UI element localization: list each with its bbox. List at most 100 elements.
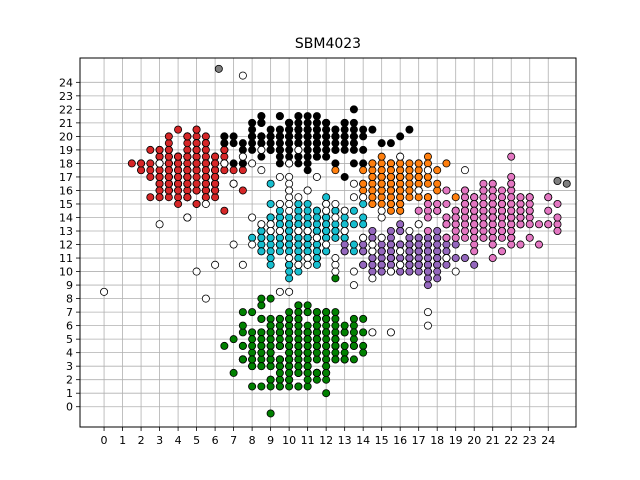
data-point xyxy=(340,206,349,215)
data-point xyxy=(349,321,358,330)
data-point xyxy=(507,193,516,202)
data-point xyxy=(525,220,534,229)
data-point xyxy=(405,233,414,242)
data-point xyxy=(433,227,442,236)
data-point xyxy=(266,321,275,330)
data-point xyxy=(368,199,377,208)
data-point xyxy=(312,240,321,249)
data-point xyxy=(349,139,358,148)
data-point xyxy=(183,139,192,148)
data-point xyxy=(285,254,294,263)
x-tick-label: 11 xyxy=(301,434,315,447)
data-point xyxy=(266,227,275,236)
data-point xyxy=(285,233,294,242)
data-point xyxy=(312,152,321,161)
data-point xyxy=(312,227,321,236)
data-point xyxy=(192,166,201,175)
data-point xyxy=(322,206,331,215)
data-point xyxy=(201,132,210,141)
data-point xyxy=(386,166,395,175)
data-point xyxy=(220,341,229,350)
data-point xyxy=(331,335,340,344)
data-point xyxy=(266,179,275,188)
data-point xyxy=(266,314,275,323)
data-point xyxy=(460,213,469,222)
data-point xyxy=(155,159,164,168)
data-point xyxy=(349,179,358,188)
data-point xyxy=(285,199,294,208)
data-point xyxy=(460,166,469,175)
data-point xyxy=(322,199,331,208)
y-tick-label: 8 xyxy=(66,293,73,306)
data-point xyxy=(479,179,488,188)
data-point xyxy=(340,341,349,350)
data-point xyxy=(368,274,377,283)
data-point xyxy=(285,213,294,222)
data-point xyxy=(377,260,386,269)
data-point xyxy=(257,362,266,371)
data-point xyxy=(192,159,201,168)
data-point xyxy=(275,335,284,344)
data-point xyxy=(303,321,312,330)
data-point xyxy=(349,193,358,202)
data-point xyxy=(386,227,395,236)
data-point xyxy=(294,193,303,202)
data-point xyxy=(257,341,266,350)
data-point xyxy=(405,254,414,263)
data-point xyxy=(146,159,155,168)
data-point xyxy=(275,233,284,242)
data-point xyxy=(488,233,497,242)
data-point xyxy=(303,301,312,310)
data-point xyxy=(479,186,488,195)
data-point xyxy=(248,233,257,242)
x-tick-label: 12 xyxy=(319,434,333,447)
data-point xyxy=(275,375,284,384)
data-point xyxy=(257,227,266,236)
data-point xyxy=(257,301,266,310)
data-point xyxy=(414,233,423,242)
data-point xyxy=(423,152,432,161)
data-point xyxy=(359,348,368,357)
data-point xyxy=(183,213,192,222)
data-point xyxy=(331,260,340,269)
data-point xyxy=(257,132,266,141)
data-point xyxy=(294,328,303,337)
data-point xyxy=(266,409,275,418)
data-point xyxy=(322,227,331,236)
data-point xyxy=(275,287,284,296)
data-point xyxy=(183,159,192,168)
data-point xyxy=(396,227,405,236)
x-tick-label: 10 xyxy=(282,434,296,447)
data-point xyxy=(359,240,368,249)
data-point xyxy=(192,145,201,154)
data-point xyxy=(359,179,368,188)
data-point xyxy=(359,193,368,202)
data-point xyxy=(488,240,497,249)
data-point xyxy=(201,294,210,303)
data-point xyxy=(266,254,275,263)
data-point xyxy=(507,179,516,188)
data-point xyxy=(294,112,303,121)
data-point xyxy=(405,227,414,236)
data-point xyxy=(303,152,312,161)
data-point xyxy=(497,199,506,208)
data-point xyxy=(303,308,312,317)
data-point xyxy=(405,179,414,188)
data-point xyxy=(303,355,312,364)
data-point xyxy=(257,166,266,175)
data-point xyxy=(155,186,164,195)
data-point xyxy=(460,233,469,242)
data-point xyxy=(266,341,275,350)
data-point xyxy=(285,118,294,127)
data-point xyxy=(433,274,442,283)
data-point xyxy=(470,220,479,229)
data-point xyxy=(423,247,432,256)
data-point xyxy=(192,152,201,161)
data-point xyxy=(285,328,294,337)
data-point xyxy=(174,186,183,195)
data-point xyxy=(174,166,183,175)
x-tick-label: 1 xyxy=(119,434,126,447)
data-point xyxy=(137,166,146,175)
data-point xyxy=(266,139,275,148)
plot-frame xyxy=(79,57,577,428)
